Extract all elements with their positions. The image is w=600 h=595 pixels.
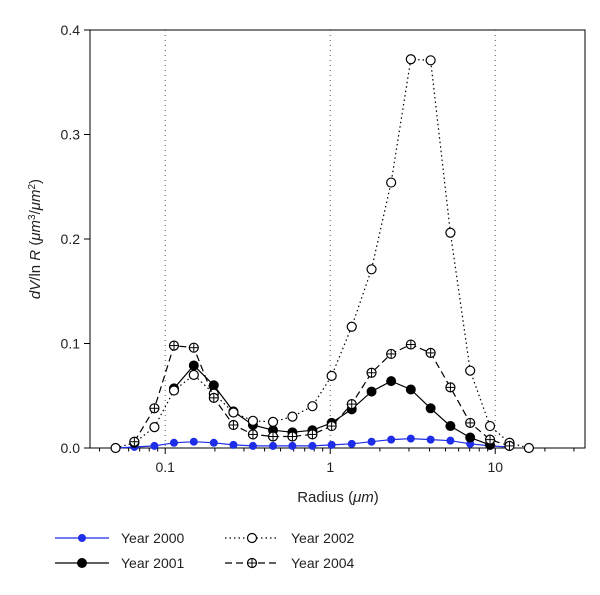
legend-marker [77, 558, 87, 568]
data-point [484, 420, 496, 432]
data-point [386, 376, 397, 387]
x-tick-label: 10 [487, 459, 503, 475]
legend-item-3: Year 2004 [225, 555, 355, 571]
data-point [367, 437, 376, 446]
data-point [465, 365, 476, 376]
data-point [267, 431, 279, 442]
data-point [484, 434, 496, 445]
data-point [445, 382, 456, 393]
legend-label: Year 2001 [121, 555, 185, 571]
data-point [523, 442, 535, 454]
data-point [346, 321, 357, 332]
x-tick-label: 0.1 [155, 459, 175, 475]
plot-frame [89, 29, 586, 449]
legend-label: Year 2004 [291, 555, 355, 571]
data-point [445, 227, 456, 238]
y-axis-title: dV/ln R (μm3/μm2) [27, 179, 45, 299]
data-point [150, 441, 159, 450]
data-point [169, 438, 178, 447]
data-point [366, 386, 377, 397]
legend-item-2: Year 2002 [225, 530, 355, 546]
data-point [346, 399, 357, 410]
legend-marker [246, 532, 258, 544]
series-3 [129, 339, 515, 452]
legend: Year 2000 Year 2001 Year 2002 Year 2004 [55, 530, 355, 571]
data-point [446, 436, 455, 445]
data-point [366, 264, 377, 275]
series-0 [111, 434, 514, 452]
data-point [208, 392, 219, 403]
data-point [347, 439, 356, 448]
x-axis: 0.1 1 10 [99, 448, 575, 475]
legend-marker [246, 557, 258, 569]
series-2 [110, 54, 535, 454]
data-point [267, 416, 279, 427]
x-tick-label: 1 [326, 459, 334, 475]
series-line-2 [115, 58, 530, 449]
data-point [326, 420, 337, 432]
data-point [229, 440, 238, 449]
data-point [248, 441, 257, 450]
data-point [386, 177, 397, 188]
data-point [465, 417, 476, 429]
data-point [366, 367, 377, 378]
data-point [269, 441, 278, 450]
data-point [129, 436, 140, 447]
data-point [406, 434, 415, 443]
data-point [465, 432, 476, 443]
data-point [405, 339, 416, 350]
data-point [425, 403, 436, 414]
data-point [247, 415, 259, 426]
data-point [425, 55, 436, 66]
data-point [327, 440, 336, 449]
data-point [168, 385, 180, 396]
data-point [188, 342, 199, 353]
x-axis-title: Radius (μm) [297, 489, 379, 506]
data-point [168, 340, 180, 351]
y-axis: 0.0 0.1 0.2 0.3 0.4 [61, 22, 90, 456]
data-point [287, 411, 298, 422]
data-point [426, 435, 435, 444]
legend-marker [78, 534, 86, 542]
legend-label: Year 2000 [121, 530, 185, 546]
series-group [110, 54, 535, 454]
data-point [189, 437, 198, 446]
y-tick-label: 0.3 [61, 127, 81, 143]
data-point [386, 348, 397, 360]
data-point [307, 401, 318, 412]
data-point [425, 347, 436, 359]
data-point [188, 360, 199, 371]
data-point [188, 369, 199, 380]
data-point [149, 422, 160, 433]
legend-item-1: Year 2001 [55, 555, 185, 571]
data-point [228, 419, 239, 431]
data-point [149, 403, 160, 414]
legend-label: Year 2002 [291, 530, 355, 546]
data-point [504, 440, 515, 452]
data-point [247, 429, 259, 440]
legend-item-0: Year 2000 [55, 530, 185, 546]
data-point [405, 384, 416, 395]
data-point [228, 407, 239, 418]
data-point [405, 54, 416, 65]
data-point [288, 441, 297, 450]
data-point [326, 370, 337, 381]
y-tick-label: 0.4 [61, 22, 81, 38]
data-point [307, 429, 318, 440]
data-point [387, 435, 396, 444]
data-point [445, 421, 456, 432]
data-point [308, 441, 317, 450]
data-point [209, 438, 218, 447]
y-tick-label: 0.0 [61, 440, 81, 456]
y-tick-label: 0.2 [61, 231, 81, 247]
y-tick-label: 0.1 [61, 336, 81, 352]
series-line-3 [133, 343, 510, 447]
data-point [110, 442, 121, 454]
data-point [287, 431, 298, 442]
